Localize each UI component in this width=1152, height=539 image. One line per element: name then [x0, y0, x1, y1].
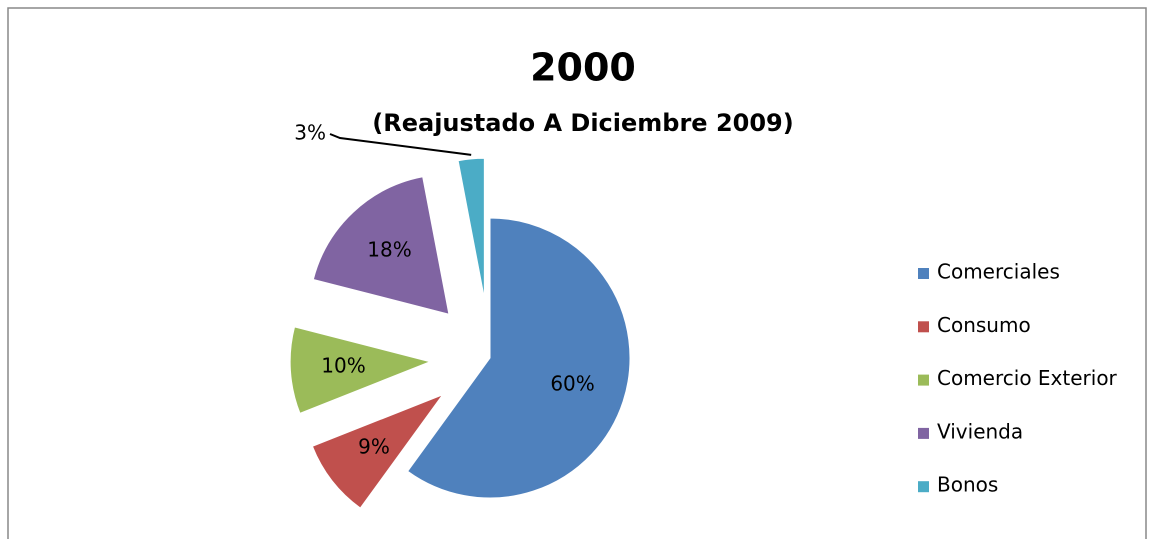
data-label: 3% [294, 121, 326, 145]
data-label: 60% [550, 371, 594, 395]
pie-slice [457, 157, 485, 299]
pie-slice [312, 176, 450, 315]
legend-swatch [918, 481, 929, 493]
pie-slice [407, 217, 631, 499]
chart-subtitle: (Reajustado A Diciembre 2009) [372, 109, 793, 137]
legend-label: Vivienda [937, 419, 1023, 443]
chart-title: 2000 [530, 46, 636, 90]
pie-slice [289, 326, 432, 414]
legend-label: Comercio Exterior [937, 366, 1118, 390]
legend-swatch [918, 427, 929, 439]
data-label: 18% [367, 237, 411, 261]
pie-slice [311, 393, 445, 509]
legend-label: Comerciales [937, 260, 1060, 284]
legend-swatch [918, 374, 929, 386]
legend-swatch [918, 268, 929, 279]
leader-line [329, 133, 472, 156]
legend-label: Consumo [937, 313, 1031, 337]
data-label: 10% [321, 354, 365, 378]
data-label: 9% [358, 434, 390, 458]
legend-swatch [918, 321, 929, 333]
legend-label: Bonos [937, 473, 998, 497]
